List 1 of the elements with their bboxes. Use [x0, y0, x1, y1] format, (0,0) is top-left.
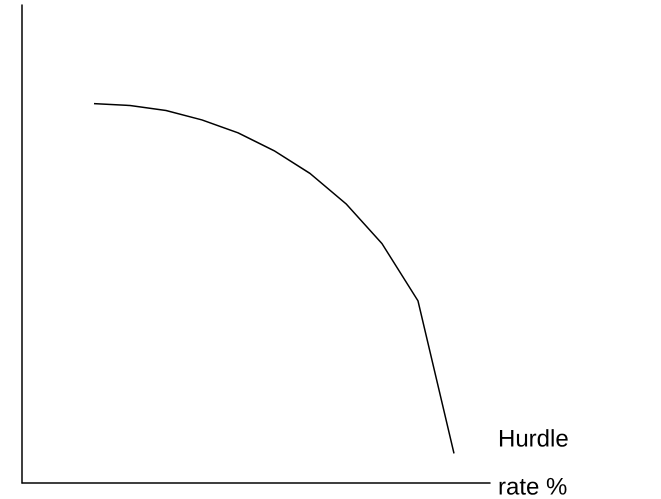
x-axis-title: Hurdle rate %: [498, 426, 569, 499]
